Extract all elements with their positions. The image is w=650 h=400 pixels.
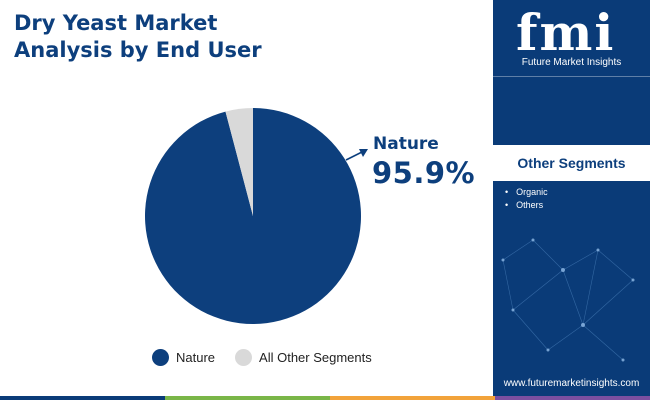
segment-item-others: Others [505, 199, 548, 212]
legend-label-other: All Other Segments [259, 350, 372, 365]
side-panel: fmi Future Market Insights Other Segment… [493, 0, 650, 400]
logo-mark: fmi [516, 3, 616, 62]
other-segments-header: Other Segments [493, 145, 650, 181]
legend: Nature All Other Segments [152, 349, 392, 366]
segment-item-organic: Organic [505, 186, 548, 199]
brand-logo: fmi Future Market Insights [493, 0, 650, 77]
bottom-color-bar [0, 396, 650, 400]
network-decoration [501, 238, 635, 362]
bar-segment-blue [0, 396, 165, 400]
callout-label: Nature [373, 134, 439, 154]
legend-item-nature: Nature [152, 349, 215, 366]
bar-segment-purple [495, 396, 650, 400]
pie-chart [144, 108, 368, 324]
bar-segment-orange [330, 396, 495, 400]
other-segments-list: Organic Others [505, 186, 548, 212]
legend-swatch-nature [152, 349, 169, 366]
website-url[interactable]: www.futuremarketinsights.com [503, 378, 640, 389]
bar-segment-green [165, 396, 330, 400]
legend-swatch-other [235, 349, 253, 366]
pie-slice-all-other-segments [225, 108, 253, 216]
other-segments-title: Other Segments [517, 155, 626, 171]
callout-value: 95.9% [372, 156, 476, 190]
legend-item-other: All Other Segments [235, 349, 372, 366]
legend-label-nature: Nature [176, 350, 216, 365]
brand-name: Future Market Insights [521, 57, 622, 68]
chart-title: Dry Yeast Market Analysis by End User [14, 11, 262, 62]
callout-arrow [345, 149, 368, 161]
pie-slice-nature [144, 108, 361, 324]
